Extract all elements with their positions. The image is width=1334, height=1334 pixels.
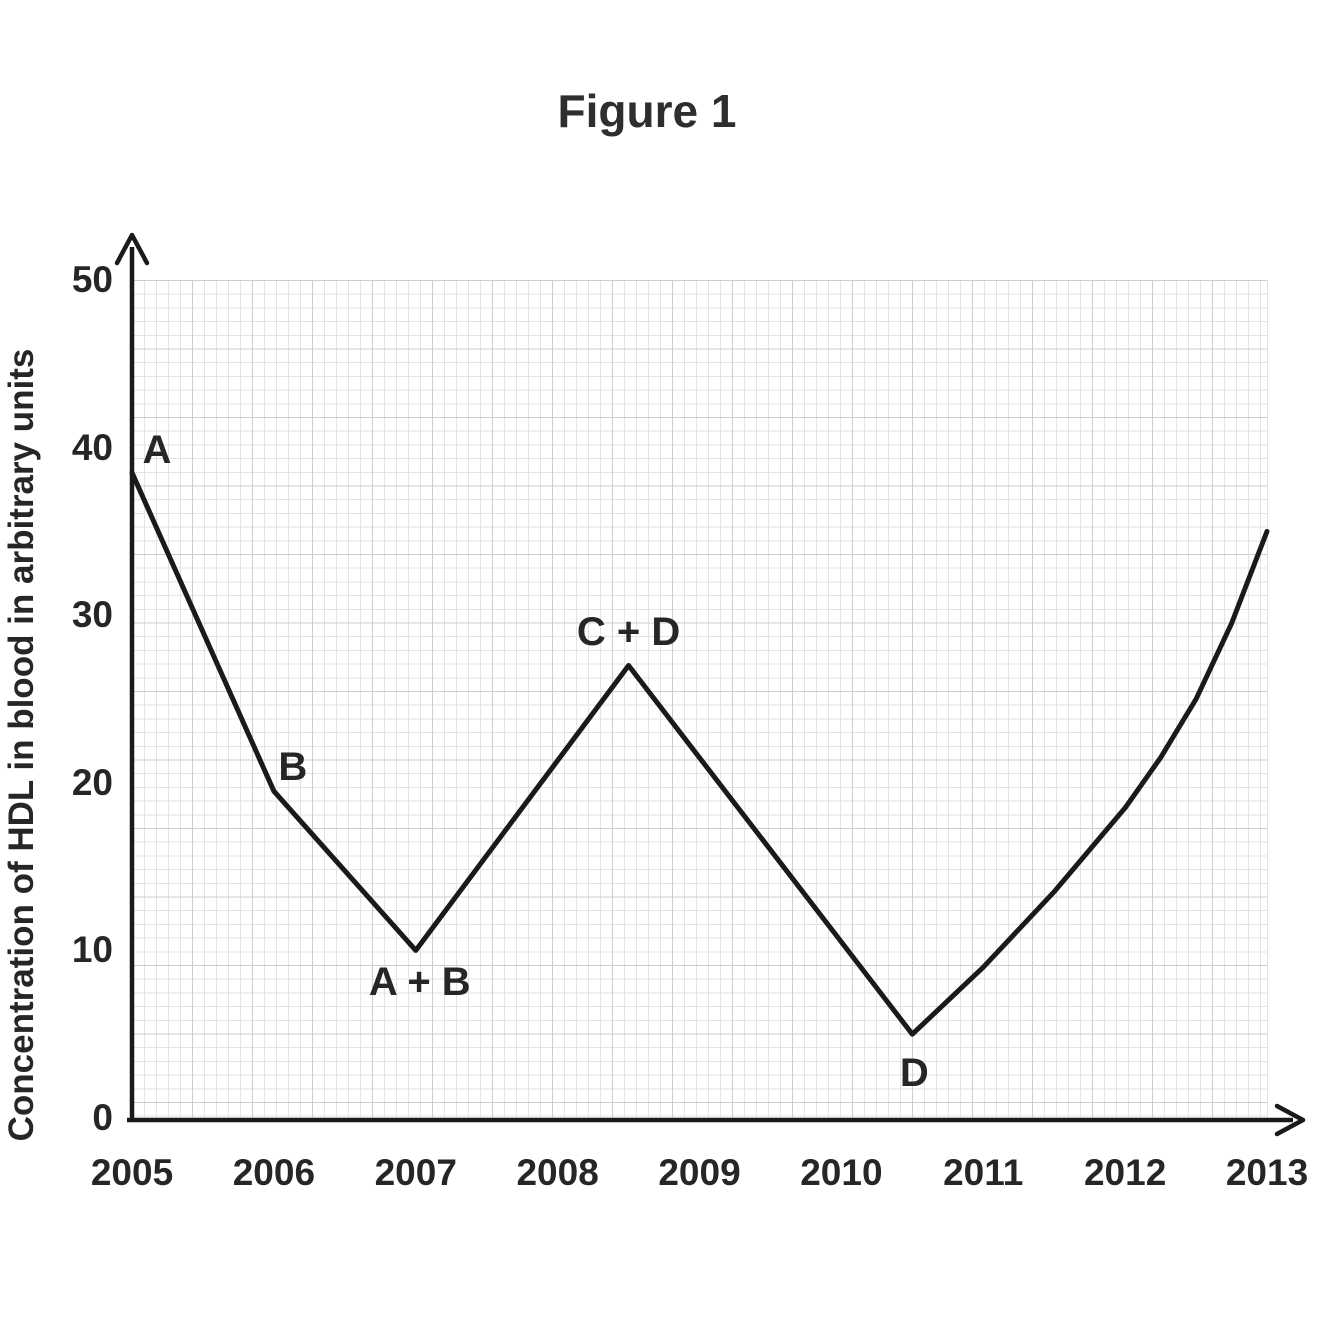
y-tick-label: 40 <box>71 426 113 468</box>
figure-title: Figure 1 <box>557 85 737 137</box>
x-axis-arrowhead <box>1274 1103 1306 1137</box>
x-tick-label: 2007 <box>374 1152 457 1193</box>
y-tick-label: 30 <box>71 593 113 635</box>
y-tick-label: 0 <box>92 1096 113 1138</box>
y-tick-label: 10 <box>71 929 113 971</box>
x-tick-label: 2010 <box>800 1152 883 1193</box>
y-axis-title: Concentration of HDL in blood in arbitra… <box>2 348 41 1142</box>
x-tick-label: 2008 <box>516 1152 599 1193</box>
plot-area-grid <box>132 280 1268 1118</box>
x-tick-label: 2009 <box>658 1152 741 1193</box>
x-tick-label: 2011 <box>943 1152 1024 1193</box>
y-tick-label: 20 <box>71 761 113 803</box>
y-tick-label: 50 <box>71 258 113 300</box>
point-label: A + B <box>368 960 471 1005</box>
point-label: D <box>899 1051 929 1096</box>
x-tick-label: 2006 <box>232 1152 316 1193</box>
point-label: A <box>142 427 172 472</box>
y-axis-arrowhead <box>114 232 150 266</box>
x-tick-label: 2013 <box>1225 1152 1309 1193</box>
x-tick-label: 2012 <box>1083 1152 1167 1193</box>
point-label: B <box>278 745 308 790</box>
point-label: C + D <box>576 610 681 655</box>
x-tick-label: 2005 <box>90 1152 174 1193</box>
